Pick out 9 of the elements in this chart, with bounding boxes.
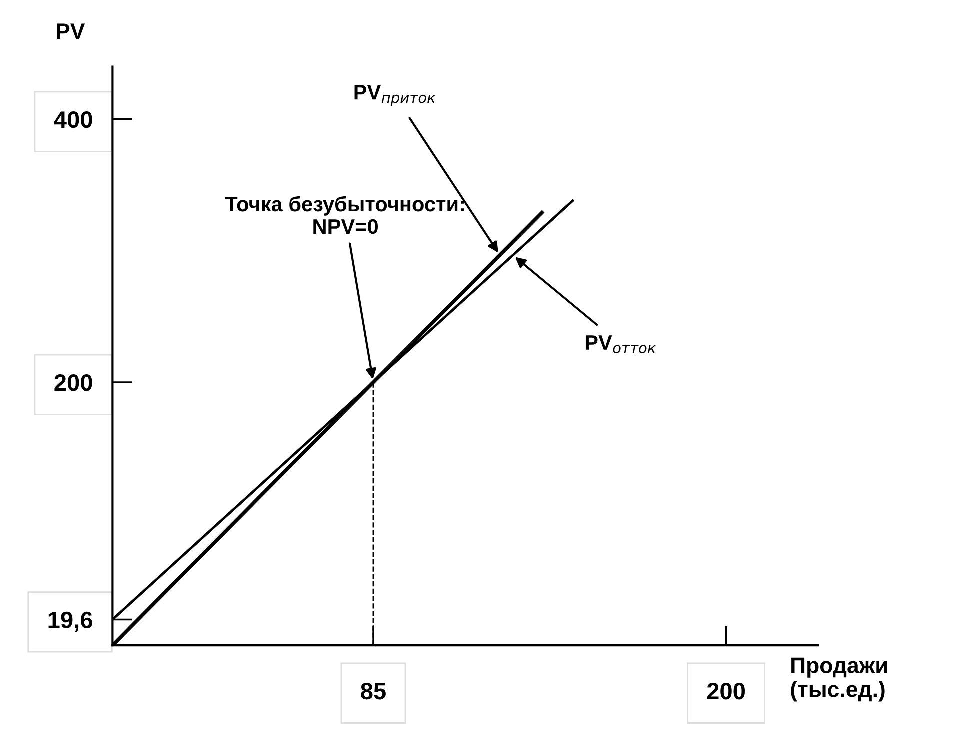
annotation: Точка безубыточности: NPV=0 [225,196,464,234]
text: PV$_{приток}$ [354,85,436,106]
x-tick-label: 85 [361,682,386,700]
y-tick-label: 200 [54,374,92,392]
y-axis-title: PV [57,24,86,40]
x-axis-title: Продажи (тыс.ед.) [791,658,888,702]
y-tick-label: 400 [54,111,92,128]
y-tick-label: 19,6 [48,612,92,632]
text: PV$_{отток}$ [586,336,656,354]
